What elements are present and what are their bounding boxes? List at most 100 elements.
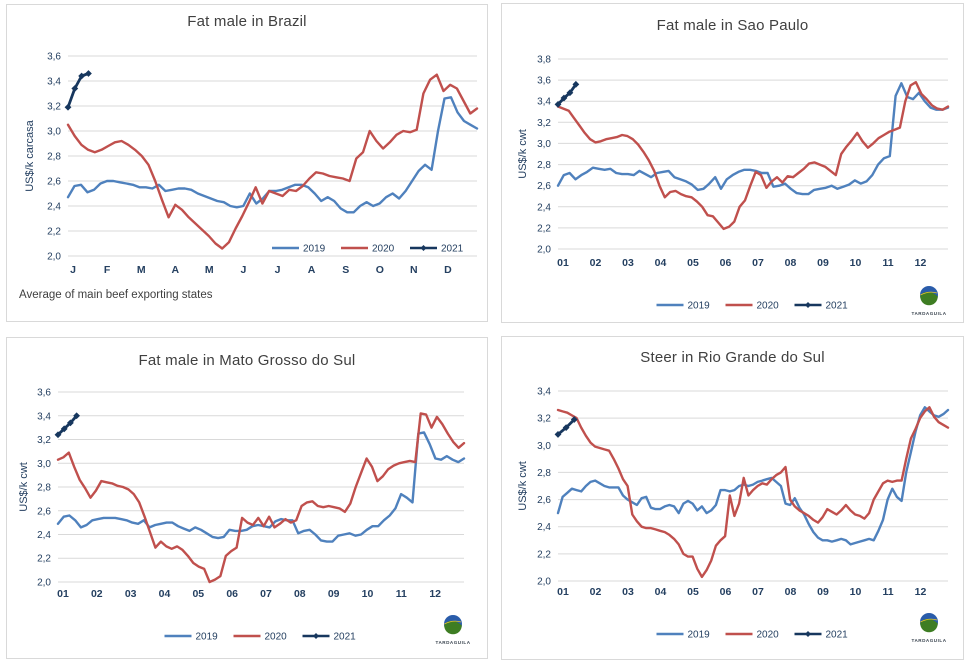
legend-label: 2019: [688, 630, 711, 641]
series-2019-line: [556, 406, 950, 546]
x-tick-label: 08: [294, 588, 306, 600]
x-tick-label: M: [205, 264, 214, 276]
x-tick-label: 03: [125, 588, 137, 600]
x-tick-label: 10: [850, 257, 862, 269]
y-tick-label: 3,0: [537, 139, 551, 150]
y-tick-label: 2,6: [537, 181, 551, 192]
chart-panel-steer-rio-grande-do-sul: Steer in Rio Grande do Sul 3,4 3,2 3,0 2,8 2…: [501, 336, 964, 660]
chart-title: Fat male in Sao Paulo: [656, 17, 809, 34]
y-axis-tick-labels: 3,6 3,4 3,2 3,0 2,8 2,6 2,4 2,2 2,0: [37, 388, 51, 589]
legend-label: 2021: [334, 632, 357, 643]
legend-item-2019: 2019: [656, 630, 711, 641]
x-tick-label: F: [104, 264, 111, 276]
legend-diamond-marker: [420, 245, 427, 251]
logo-text: TARDAGUILA: [435, 640, 470, 645]
legend-diamond-marker: [805, 631, 811, 637]
data-series: [54, 412, 466, 584]
y-tick-label: 2,8: [37, 483, 51, 494]
y-tick-label: 3,0: [537, 441, 551, 452]
y-axis-tick-labels: 3,8 3,6 3,4 3,2 3,0 2,8 2,6 2,4 2,2 2,0: [537, 55, 551, 256]
x-tick-label: D: [444, 264, 452, 276]
x-tick-label: 02: [91, 588, 103, 600]
logo-globe-land: [920, 618, 938, 633]
y-tick-label: 2,6: [37, 506, 51, 517]
x-tick-label: 12: [915, 586, 927, 598]
legend-label: 2020: [757, 301, 780, 312]
x-tick-label: 09: [817, 257, 829, 269]
x-tick-label: 04: [655, 586, 667, 598]
y-tick-label: 2,6: [537, 495, 551, 506]
chart-footnote: Average of main beef exporting states: [19, 289, 213, 301]
y-axis-tick-labels: 3,4 3,2 3,0 2,8 2,6 2,4 2,2 2,0: [537, 387, 551, 588]
x-tick-label: 11: [882, 586, 893, 598]
gridlines: [558, 58, 948, 250]
legend-label: 2021: [826, 630, 849, 641]
x-tick-label: J: [70, 264, 76, 276]
gridlines: [68, 55, 477, 257]
legend-diamond-marker: [805, 302, 811, 308]
logo-globe-land: [444, 620, 462, 635]
x-tick-label: 10: [850, 586, 862, 598]
x-tick-label: 05: [192, 588, 204, 600]
y-tick-label: 2,0: [47, 252, 61, 263]
y-axis-title: US$/k cwt: [18, 462, 30, 512]
logo-text: TARDAGUILA: [911, 311, 946, 316]
gridlines: [558, 390, 948, 582]
y-axis-tick-labels: 3,6 3,4 3,2 3,0 2,8 2,6 2,4 2,2 2,0: [47, 52, 61, 263]
chart-plot-area: 3,6 3,4 3,2 3,0 2,8 2,6 2,4 2,2 2,0 US$/k cwt 01 02…: [7, 338, 487, 658]
chart-plot-area: 3,6 3,4 3,2 3,0 2,8 2,6 2,4 2,2 2,0 US$/k carcasa…: [7, 5, 487, 321]
logo-globe-horizon: [444, 620, 462, 625]
x-tick-label: O: [376, 264, 384, 276]
y-tick-label: 2,8: [537, 468, 551, 479]
x-axis-tick-labels: 01 02 03 04 05 06 07 08 09 10 11 12: [557, 586, 926, 598]
logo-text: TARDAGUILA: [911, 638, 946, 643]
x-axis-tick-labels: 01 02 03 04 05 06 07 08 09 10 11 12: [57, 588, 441, 600]
y-tick-label: 2,2: [47, 227, 61, 238]
x-tick-label: 11: [396, 588, 407, 600]
series-2021-line: [56, 414, 78, 437]
legend-item-2021: 2021: [794, 630, 849, 641]
y-tick-label: 2,6: [47, 177, 61, 188]
series-2020-line: [556, 406, 950, 579]
series-2020-line: [66, 73, 479, 250]
series-2020-line: [556, 80, 950, 231]
series-2021-marker: [78, 72, 86, 80]
legend-label: 2019: [303, 244, 326, 255]
y-tick-label: 3,2: [47, 102, 61, 113]
chart-title: Fat male in Mato Grosso do Sul: [138, 352, 356, 369]
chart-svg: 3,8 3,6 3,4 3,2 3,0 2,8 2,6 2,4 2,2 2,0 US$/k cwt 0…: [517, 55, 950, 316]
y-tick-label: 3,6: [537, 76, 551, 87]
legend-item-2021: 2021: [794, 301, 848, 312]
legend-item-2021: 2021: [410, 244, 464, 255]
y-tick-label: 3,4: [537, 97, 551, 108]
legend-item-2020: 2020: [725, 301, 780, 312]
y-tick-label: 3,4: [47, 77, 61, 88]
legend: 2019 2020 2021: [164, 632, 357, 643]
x-tick-label: A: [172, 264, 180, 276]
x-tick-label: 02: [590, 257, 602, 269]
y-tick-label: 2,8: [47, 152, 61, 163]
x-tick-label: 01: [557, 257, 569, 269]
chart-plot-area: 3,8 3,6 3,4 3,2 3,0 2,8 2,6 2,4 2,2 2,0 US$/k cwt 0…: [502, 4, 963, 322]
data-series: [64, 70, 479, 250]
y-tick-label: 2,2: [37, 554, 51, 565]
x-tick-label: 06: [720, 586, 732, 598]
legend-label: 2019: [196, 632, 219, 643]
data-series: [554, 80, 950, 231]
y-axis-title: US$/k cwt: [517, 129, 529, 179]
data-series: [554, 406, 950, 579]
x-tick-label: 05: [687, 257, 699, 269]
legend: 2019 2020 2021: [656, 630, 849, 641]
legend-item-2020: 2020: [725, 630, 779, 641]
x-tick-label: 03: [622, 586, 634, 598]
y-tick-label: 3,4: [537, 387, 551, 398]
y-tick-label: 3,0: [37, 459, 51, 470]
x-tick-label: 07: [260, 588, 272, 600]
y-tick-label: 2,2: [537, 223, 551, 234]
series-2019-line: [56, 431, 466, 543]
x-tick-label: 07: [752, 257, 764, 269]
y-tick-label: 3,6: [47, 52, 61, 63]
x-tick-label: 07: [752, 586, 764, 598]
